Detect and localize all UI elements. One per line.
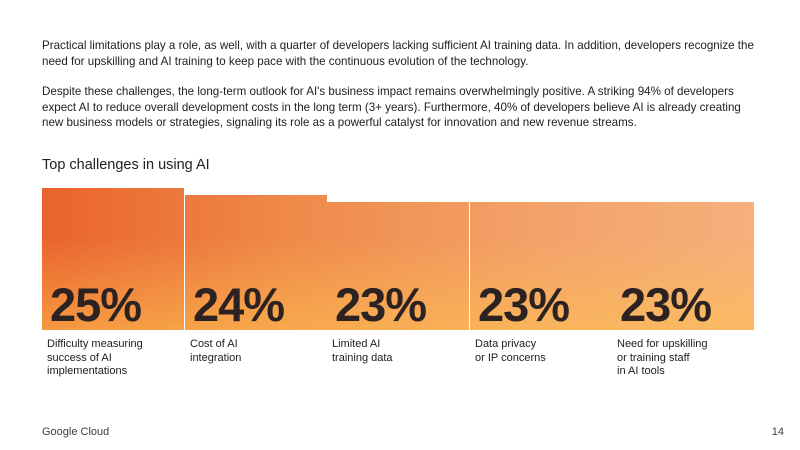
bar-gradient-fill: [42, 188, 184, 330]
bar-value-label: 24%: [193, 278, 285, 330]
chart-bar-4: 23%: [470, 202, 612, 330]
intro-paragraph-2: Despite these challenges, the long-term …: [42, 85, 741, 129]
bar-value-label: 23%: [478, 278, 570, 330]
chart-title: Top challenges in using AI: [42, 157, 210, 173]
brand-footer: Google Cloud: [42, 426, 110, 438]
bar-category-label: Need for upskilling or training staff in…: [617, 338, 708, 377]
bar-gradient-fill: [470, 202, 612, 330]
bar-gradient-fill: [185, 195, 327, 330]
bar-gradient-fill: [327, 202, 469, 330]
bar-value-label: 23%: [335, 278, 427, 330]
bar-category-label: Difficulty measuring success of AI imple…: [47, 338, 143, 377]
chart-bar-3: 23%: [327, 202, 469, 330]
chart-bar-1: 25%: [42, 188, 184, 330]
chart-bar-2: 24%: [185, 195, 327, 330]
bar-category-label: Limited AI training data: [332, 338, 393, 364]
bar-category-label: Data privacy or IP concerns: [475, 338, 546, 364]
bar-value-label: 23%: [620, 278, 712, 330]
bar-category-label: Cost of AI integration: [190, 338, 242, 364]
page-number: 14: [771, 426, 784, 438]
challenges-bar-chart: 25% 24% 23% 23% 23%: [42, 188, 754, 330]
bar-value-label: 25%: [50, 278, 142, 330]
bar-gradient-fill: [612, 202, 754, 330]
intro-paragraph-1: Practical limitations play a role, as we…: [42, 39, 754, 68]
chart-bar-5: 23%: [612, 202, 754, 330]
